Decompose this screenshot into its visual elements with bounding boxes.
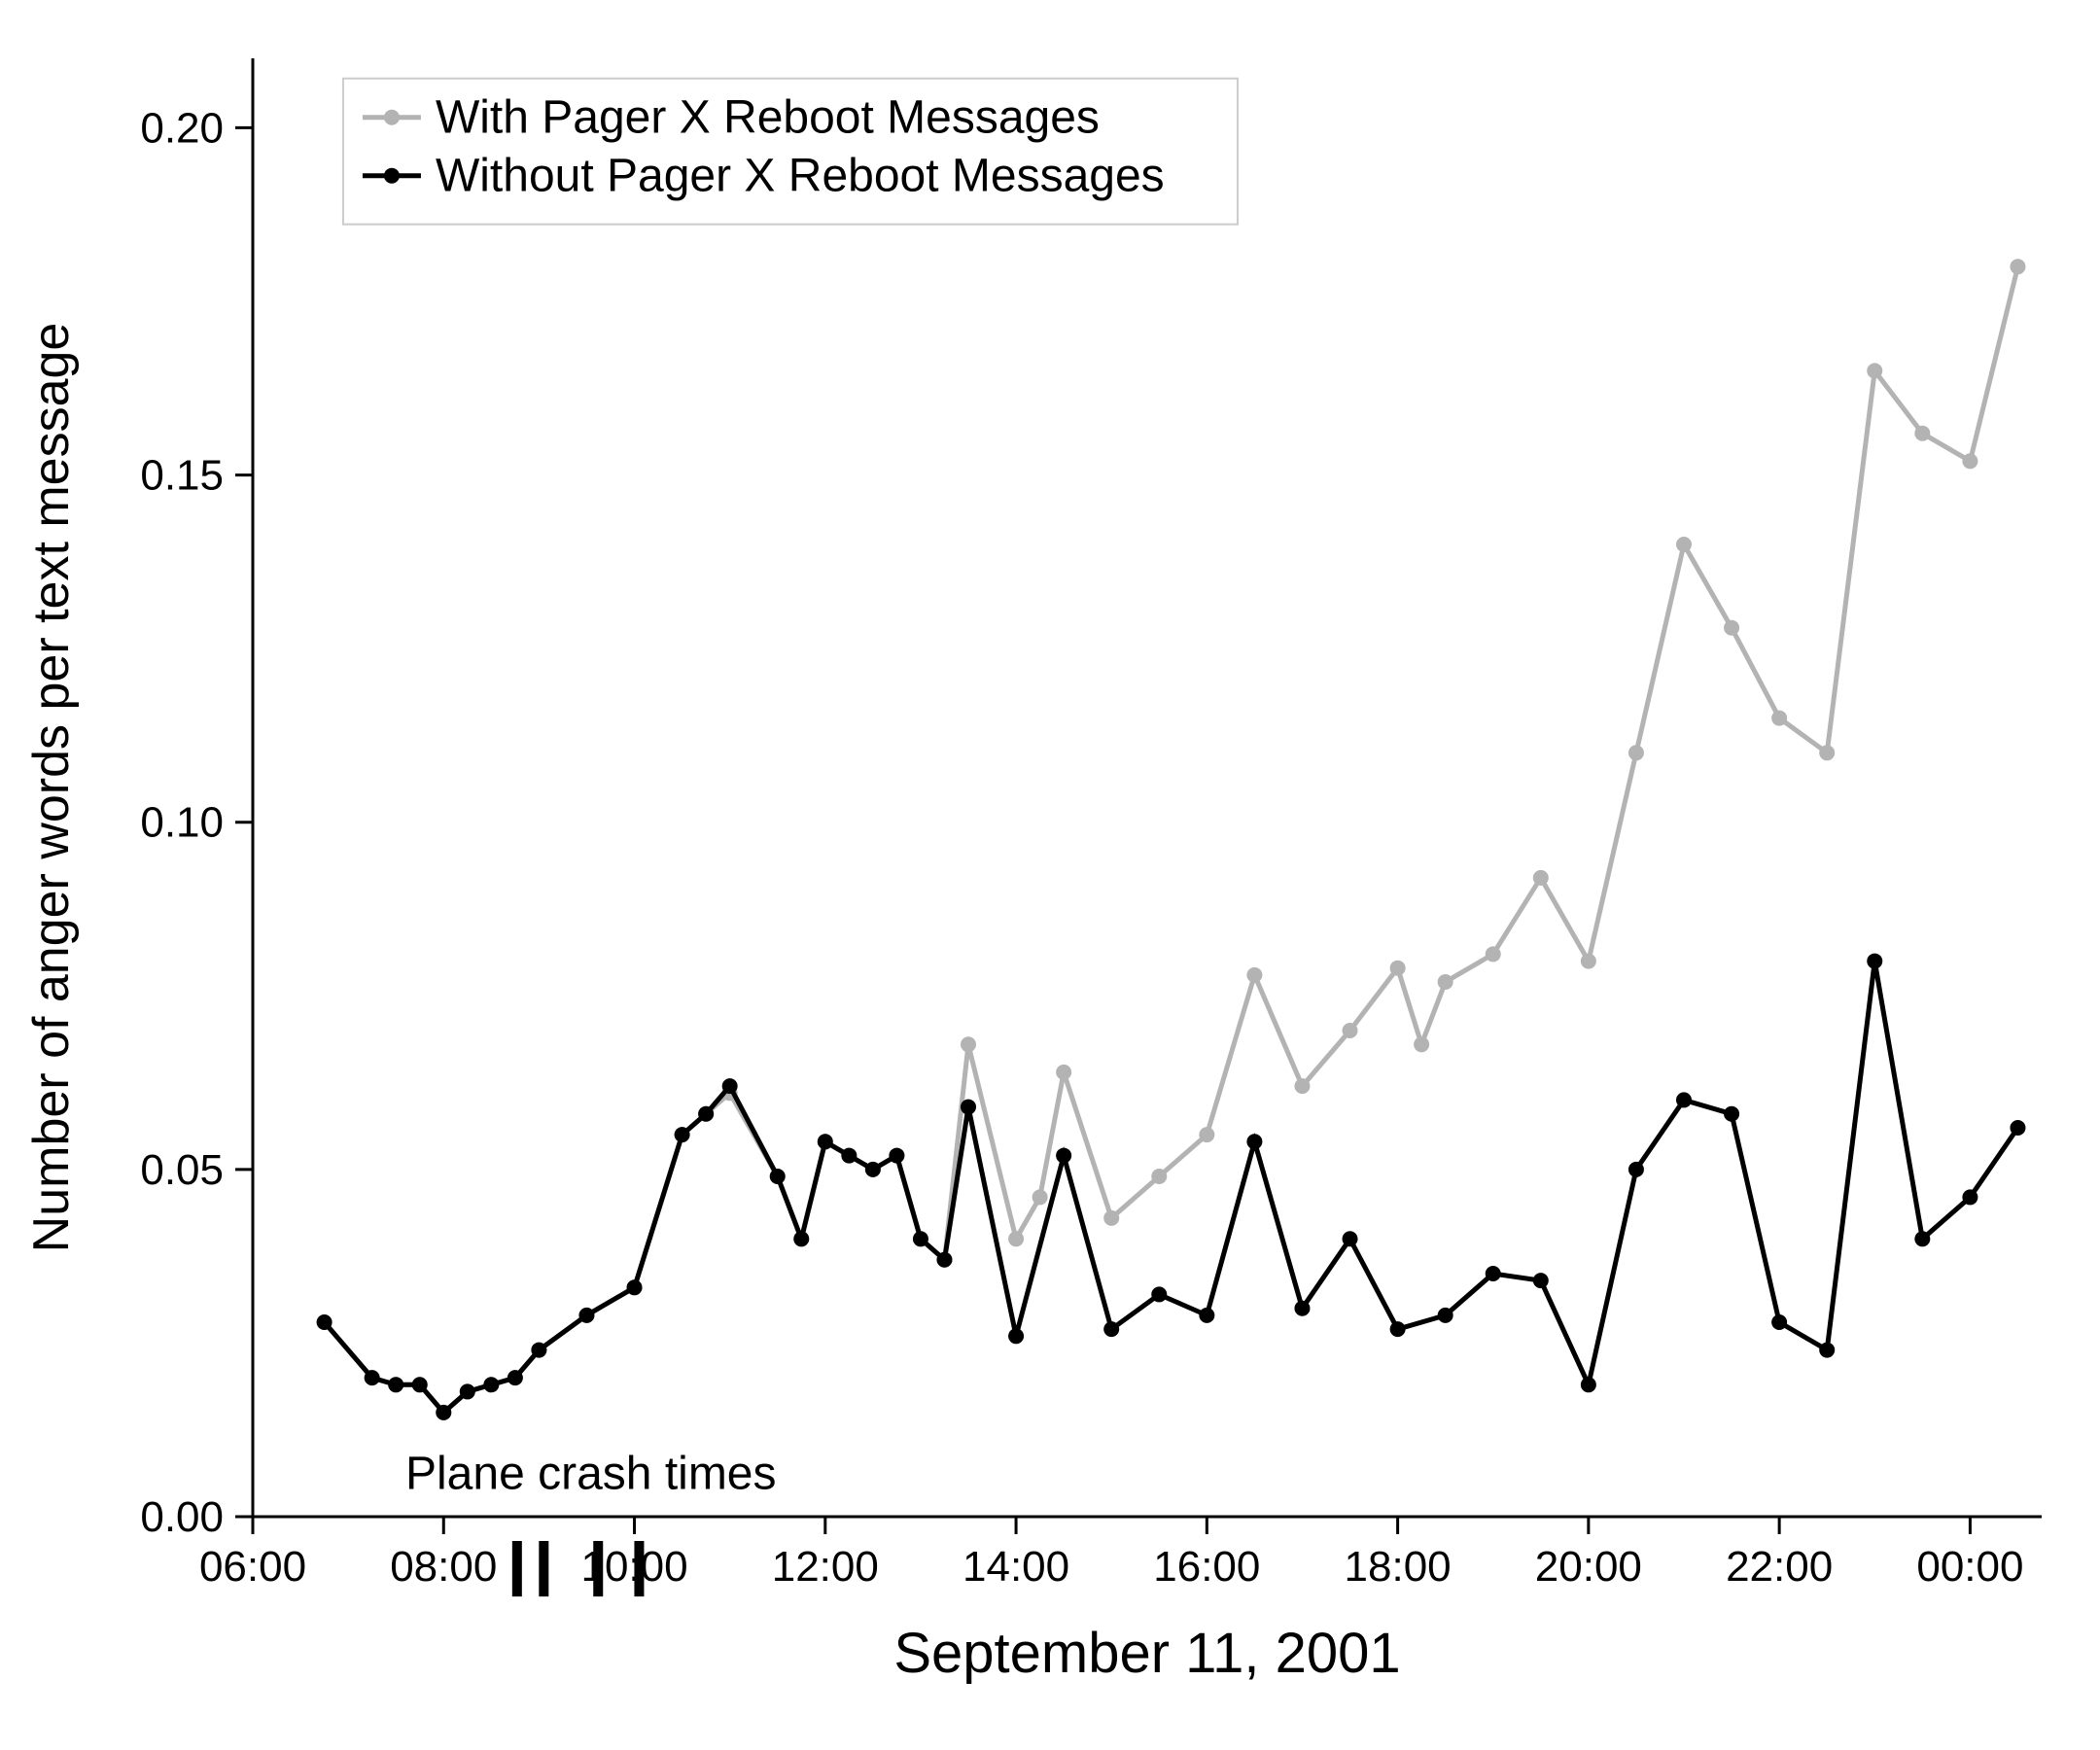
series-marker-s1 (1414, 1036, 1429, 1052)
series-marker-s2 (1724, 1106, 1739, 1122)
series-marker-s2 (317, 1314, 332, 1330)
series-marker-s1 (1771, 711, 1787, 726)
series-marker-s2 (936, 1252, 952, 1268)
series-marker-s2 (1676, 1092, 1692, 1107)
y-tick-label: 0.15 (140, 452, 224, 500)
series-marker-s2 (1151, 1286, 1167, 1302)
series-marker-s2 (365, 1370, 380, 1385)
series-marker-s1 (961, 1036, 976, 1052)
series-marker-s1 (1628, 745, 1644, 760)
series-marker-s2 (1343, 1231, 1358, 1246)
series-marker-s2 (1199, 1308, 1214, 1323)
x-tick-label: 22:00 (1726, 1543, 1833, 1591)
series-marker-s2 (1390, 1321, 1406, 1337)
series-marker-s2 (793, 1231, 809, 1246)
annotation-plane-crash-times: Plane crash times (405, 1448, 776, 1499)
series-marker-s2 (1962, 1189, 1978, 1205)
series-marker-s2 (818, 1134, 833, 1149)
x-tick-label: 12:00 (772, 1543, 879, 1591)
series-marker-s2 (770, 1169, 786, 1184)
y-tick-label: 0.20 (140, 104, 224, 152)
series-marker-s1 (1008, 1231, 1024, 1246)
series-marker-s2 (841, 1148, 857, 1164)
y-tick-label: 0.10 (140, 799, 224, 847)
series-marker-s2 (1486, 1266, 1501, 1281)
series-line-s1 (325, 266, 2018, 1413)
series-marker-s1 (2010, 259, 2025, 274)
series-marker-s2 (1867, 954, 1882, 969)
series-marker-s1 (1867, 363, 1882, 378)
chart-container: 0.000.050.100.150.2006:0008:0010:0012:00… (0, 0, 2100, 1750)
series-marker-s2 (722, 1078, 738, 1094)
x-tick-label: 16:00 (1153, 1543, 1260, 1591)
series-marker-s2 (1246, 1134, 1262, 1149)
series-marker-s1 (1151, 1169, 1167, 1184)
legend-swatch-marker (384, 110, 400, 125)
legend-swatch-marker (384, 168, 400, 184)
legend-label: With Pager X Reboot Messages (436, 92, 1100, 144)
x-tick-label: 14:00 (962, 1543, 1069, 1591)
series-marker-s2 (2010, 1120, 2025, 1136)
series-marker-s2 (1008, 1328, 1024, 1344)
series-marker-s1 (1246, 967, 1262, 983)
series-marker-s2 (460, 1383, 475, 1399)
y-axis-title: Number of anger words per text message (23, 323, 80, 1253)
series-marker-s1 (1294, 1078, 1310, 1094)
series-marker-s2 (1056, 1148, 1071, 1164)
series-marker-s2 (1914, 1231, 1930, 1246)
x-tick-label: 06:00 (199, 1543, 306, 1591)
series-marker-s2 (889, 1148, 904, 1164)
series-marker-s2 (627, 1279, 643, 1295)
y-tick-label: 0.05 (140, 1146, 224, 1194)
series-marker-s1 (1032, 1189, 1048, 1205)
series-marker-s2 (698, 1106, 714, 1122)
series-marker-s2 (865, 1162, 881, 1177)
series-marker-s1 (1724, 620, 1739, 636)
series-marker-s2 (412, 1377, 428, 1392)
y-tick-label: 0.00 (140, 1493, 224, 1541)
series-marker-s1 (1914, 426, 1930, 441)
series-marker-s2 (578, 1308, 594, 1323)
series-marker-s2 (388, 1377, 403, 1392)
series-marker-s1 (1343, 1023, 1358, 1038)
x-axis-title: September 11, 2001 (893, 1622, 1400, 1685)
series-marker-s2 (1628, 1162, 1644, 1177)
series-marker-s2 (508, 1370, 523, 1385)
x-tick-label: 08:00 (390, 1543, 497, 1591)
legend-label: Without Pager X Reboot Messages (436, 151, 1165, 202)
series-marker-s1 (1390, 961, 1406, 976)
series-marker-s2 (675, 1127, 690, 1142)
x-tick-label: 18:00 (1345, 1543, 1452, 1591)
series-marker-s2 (913, 1231, 928, 1246)
series-marker-s2 (1819, 1343, 1835, 1358)
line-chart: 0.000.050.100.150.2006:0008:0010:0012:00… (0, 0, 2100, 1750)
x-tick-label: 00:00 (1916, 1543, 2023, 1591)
series-marker-s1 (1533, 870, 1549, 886)
series-marker-s2 (1533, 1273, 1549, 1288)
series-marker-s1 (1819, 745, 1835, 760)
series-marker-s2 (1771, 1314, 1787, 1330)
series-marker-s1 (1438, 974, 1453, 990)
series-marker-s1 (1581, 954, 1596, 969)
series-marker-s1 (1199, 1127, 1214, 1142)
series-marker-s1 (1962, 453, 1978, 469)
series-marker-s2 (1581, 1377, 1596, 1392)
series-line-s2 (325, 962, 2018, 1413)
series-marker-s1 (1103, 1210, 1119, 1226)
x-tick-label: 20:00 (1535, 1543, 1642, 1591)
series-marker-s2 (436, 1405, 451, 1420)
series-marker-s2 (1438, 1308, 1453, 1323)
series-marker-s2 (531, 1343, 546, 1358)
series-marker-s2 (961, 1100, 976, 1115)
series-marker-s1 (1486, 946, 1501, 962)
series-marker-s2 (1294, 1301, 1310, 1316)
series-marker-s2 (483, 1377, 499, 1392)
series-marker-s1 (1676, 537, 1692, 552)
series-marker-s1 (1056, 1065, 1071, 1080)
series-marker-s2 (1103, 1321, 1119, 1337)
